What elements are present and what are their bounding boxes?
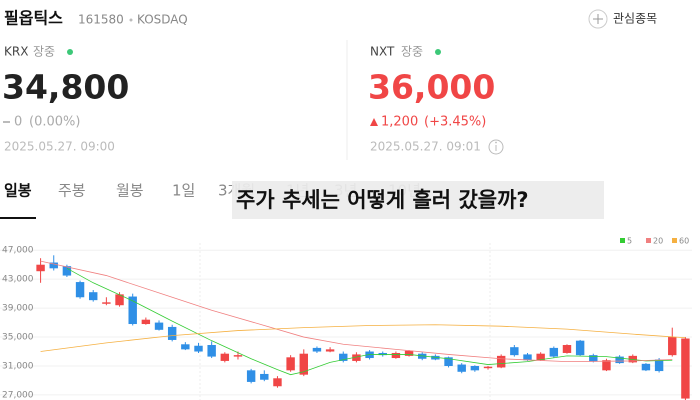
y-tick-label: 39,000 bbox=[2, 304, 34, 314]
candle-body bbox=[536, 353, 545, 361]
candle-body bbox=[549, 347, 559, 357]
candle-body bbox=[615, 356, 624, 364]
watch-label[interactable]: 관심종목 bbox=[613, 12, 657, 26]
period-tab[interactable]: 주봉 bbox=[58, 182, 86, 200]
market: KOSDAQ bbox=[137, 13, 188, 27]
time: 2025.05.27. 09:01 bbox=[370, 140, 481, 154]
legend-swatch bbox=[620, 238, 625, 243]
candle-body bbox=[352, 354, 361, 361]
period-tab[interactable]: 1일 bbox=[172, 182, 195, 200]
caption: 주가 추세는 어떻게 흘러 갔을까? bbox=[236, 188, 529, 212]
y-tick-label: 35,000 bbox=[2, 333, 34, 343]
candle-body bbox=[220, 353, 230, 361]
candle-body bbox=[194, 345, 203, 352]
legend-label: 5 bbox=[627, 237, 632, 246]
candle-body bbox=[312, 347, 322, 352]
candle-body bbox=[483, 366, 493, 369]
candle-body bbox=[128, 296, 137, 325]
candle-body bbox=[36, 264, 45, 272]
candle-body bbox=[681, 338, 690, 399]
candle-body bbox=[141, 319, 151, 325]
change: 1,200 bbox=[381, 115, 418, 130]
plus-icon[interactable] bbox=[588, 9, 608, 29]
change: 0 bbox=[14, 115, 22, 130]
candle-body bbox=[457, 364, 466, 372]
candle-body bbox=[562, 345, 572, 353]
exchange: KRX bbox=[4, 45, 28, 59]
status: 장중 bbox=[401, 45, 423, 59]
candle-body bbox=[233, 355, 243, 357]
y-tick-label: 43,000 bbox=[2, 275, 34, 285]
candle-body bbox=[89, 292, 98, 301]
candle-body bbox=[602, 360, 611, 371]
candle-body bbox=[75, 282, 85, 298]
candle-body bbox=[510, 347, 519, 356]
period-tab[interactable]: 월봉 bbox=[116, 182, 144, 200]
change-rate: (0.00%) bbox=[29, 115, 80, 130]
chart: 47,000 43,000 39,000 35,000 31,000 27,000 5 20 6… bbox=[0, 237, 692, 400]
candle-body bbox=[668, 337, 677, 356]
price: 36,000 bbox=[368, 68, 495, 107]
legend-swatch bbox=[672, 238, 677, 243]
candle-body bbox=[49, 262, 58, 269]
tab-underline bbox=[0, 217, 36, 219]
candle-body bbox=[654, 359, 664, 372]
candle-body bbox=[246, 370, 256, 382]
legend-label: 60 bbox=[679, 237, 689, 246]
candle-body bbox=[299, 353, 308, 375]
moving-average bbox=[66, 267, 673, 376]
candle-body bbox=[339, 353, 348, 361]
status: 장중 bbox=[33, 45, 55, 59]
stock-code: 161580 bbox=[78, 13, 124, 27]
caption-box bbox=[232, 181, 604, 219]
candle-body bbox=[154, 322, 164, 330]
candle-body bbox=[62, 266, 72, 276]
info-circle[interactable] bbox=[488, 139, 504, 155]
candle-body bbox=[167, 326, 177, 340]
watch-button[interactable]: 관심종목 bbox=[588, 9, 657, 29]
exchange: NXT bbox=[370, 45, 395, 59]
candle-body bbox=[444, 357, 453, 366]
live-dot bbox=[435, 49, 441, 55]
stock-name: 필옵틱스 bbox=[4, 9, 63, 28]
info-icon[interactable] bbox=[488, 139, 504, 155]
candle-body bbox=[496, 355, 506, 368]
candle-body bbox=[575, 340, 585, 356]
legend-label: 20 bbox=[653, 237, 663, 246]
moving-average bbox=[40, 324, 686, 352]
candle-body bbox=[470, 365, 480, 371]
moving-average bbox=[40, 260, 673, 363]
y-tick-label: 31,000 bbox=[2, 361, 34, 371]
candle-body bbox=[404, 350, 414, 356]
candle-body bbox=[641, 363, 651, 371]
candle-body bbox=[273, 378, 282, 387]
candle-body bbox=[391, 352, 401, 359]
candle-body bbox=[286, 357, 295, 371]
time: 2025.05.27. 09:00 bbox=[4, 140, 115, 154]
candle-body bbox=[523, 354, 532, 361]
candle-body bbox=[181, 344, 190, 350]
candle-body bbox=[260, 373, 269, 380]
separator-dot bbox=[129, 18, 133, 22]
candle-body bbox=[207, 345, 216, 357]
y-tick-label: 27,000 bbox=[2, 390, 34, 400]
candle-body bbox=[589, 355, 598, 362]
up-icon bbox=[370, 118, 378, 126]
candle-body bbox=[102, 302, 111, 304]
change-rate: (+3.45%) bbox=[424, 115, 486, 130]
period-tab[interactable]: 일봉 bbox=[4, 182, 32, 200]
info-dot bbox=[495, 141, 497, 144]
legend-swatch bbox=[646, 238, 651, 243]
live-dot bbox=[67, 49, 73, 55]
candle-body bbox=[115, 294, 124, 306]
price: 34,800 bbox=[2, 68, 129, 107]
y-tick-label: 47,000 bbox=[2, 246, 34, 256]
flat-icon bbox=[3, 121, 10, 123]
candle-body bbox=[325, 349, 335, 352]
